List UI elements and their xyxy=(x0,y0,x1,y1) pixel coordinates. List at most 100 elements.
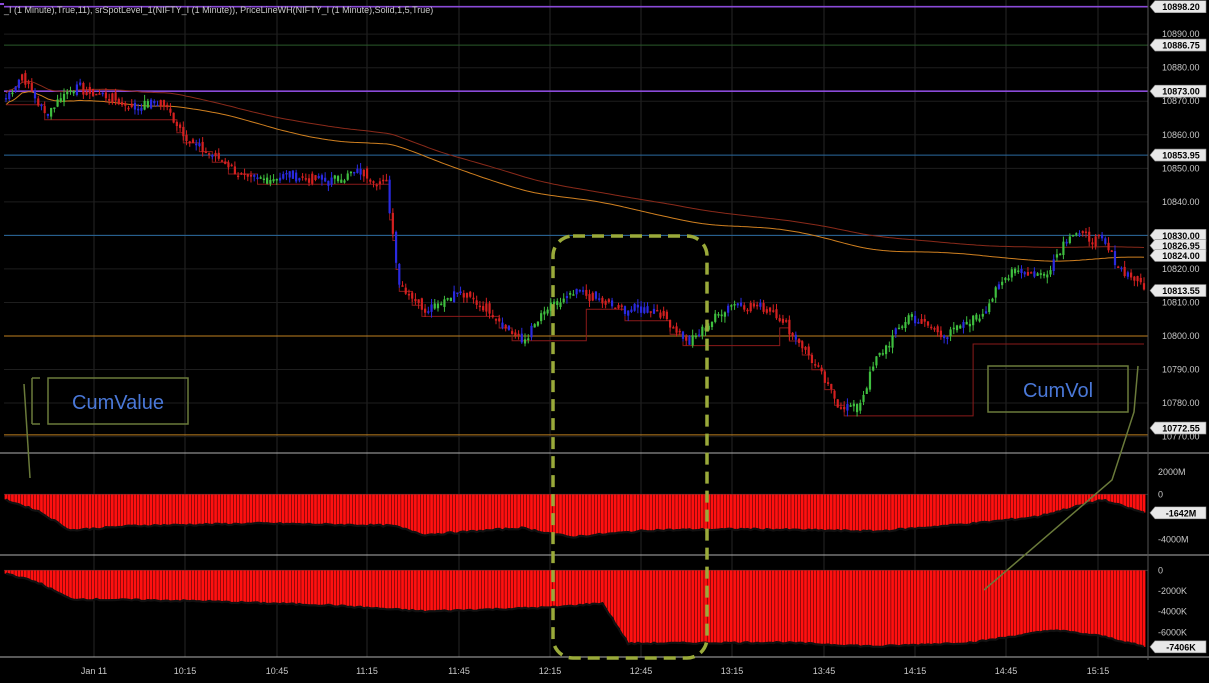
cumvol-bar xyxy=(784,570,788,644)
cumvalue-bar xyxy=(1123,494,1127,507)
cumvol-tick-label: 0 xyxy=(1158,565,1163,575)
candle-body xyxy=(1075,233,1078,235)
candle-body xyxy=(549,302,552,311)
cumvalue-bar xyxy=(968,494,972,525)
cumvalue-bar xyxy=(1062,494,1065,510)
cumvalue-bar xyxy=(468,494,472,532)
cumvalue-bar xyxy=(391,494,395,526)
candle-body xyxy=(778,318,781,322)
candle-body xyxy=(617,305,620,309)
candle-body xyxy=(356,168,359,173)
cumvol-bar xyxy=(352,570,356,608)
cumvalue-bar xyxy=(1081,494,1085,506)
cumvalue-bar xyxy=(36,494,40,511)
cumvol-bar xyxy=(243,570,246,603)
cumvol-bar xyxy=(81,570,85,600)
cumvol-bar xyxy=(720,570,724,644)
time-tick-label: 12:45 xyxy=(630,666,653,676)
candle-body xyxy=(1130,272,1133,278)
cumvol-bar xyxy=(404,570,408,610)
cumvalue-bar xyxy=(439,494,443,535)
cumvalue-bar xyxy=(152,494,156,526)
cumvalue-bar xyxy=(575,494,579,538)
cumvalue-bar xyxy=(333,494,337,526)
cumvalue-bar xyxy=(910,494,914,529)
cumvol-bar xyxy=(846,570,849,646)
cumvalue-bar xyxy=(997,494,1001,521)
cumvalue-bar xyxy=(542,494,546,534)
cumvol-bar xyxy=(62,570,66,596)
cumvol-bar xyxy=(700,570,704,643)
cumvalue-bar xyxy=(878,494,882,532)
candle-body xyxy=(440,303,443,306)
candle-body xyxy=(804,346,807,350)
price-axis[interactable]: 10770.00 10780.00 10790.00 10800.00 10810.00… xyxy=(1149,0,1207,654)
cumvalue-bar xyxy=(455,494,459,534)
cumvalue-bar xyxy=(301,494,304,525)
candle-body xyxy=(1139,277,1142,283)
cumvol-bar xyxy=(591,570,595,604)
cumvol-bar xyxy=(655,570,659,644)
cumvol-bar xyxy=(1126,570,1130,643)
cumvalue-bar xyxy=(175,494,179,525)
candle-body xyxy=(756,304,759,307)
candle-body xyxy=(988,303,991,313)
candle-body xyxy=(1081,231,1084,234)
cumvol-bar xyxy=(736,570,740,644)
candle-body xyxy=(698,334,701,337)
cumvalue-bar xyxy=(494,494,498,530)
price-badge-shape xyxy=(1149,249,1207,262)
candle-body xyxy=(788,319,791,335)
cumvol-bar xyxy=(1036,570,1040,633)
candle-body xyxy=(388,179,391,214)
moving-average-lines xyxy=(5,80,1145,262)
cumvol-bar xyxy=(104,570,108,601)
time-axis[interactable]: Jan 11 10:15 10:45 11:15 11:45 12:15 12:45 13:1… xyxy=(81,666,1109,676)
cumvalue-bar xyxy=(739,494,743,529)
cumvalue-bar xyxy=(1110,494,1114,503)
cumvalue-bar xyxy=(297,494,301,524)
cumvalue-bar xyxy=(81,494,85,530)
cumvol-bar xyxy=(620,570,624,635)
candle-body xyxy=(130,103,133,108)
candle-body xyxy=(926,321,930,326)
time-tick-label: 10:15 xyxy=(174,666,197,676)
cumvalue-bar xyxy=(233,494,237,524)
cumvalue-bar xyxy=(1055,494,1059,512)
candle-body xyxy=(881,353,884,355)
candle-body xyxy=(369,179,372,182)
cumvalue-bar xyxy=(23,494,27,508)
cumvalue-bar xyxy=(65,494,69,530)
cumvalue-bar xyxy=(581,494,585,537)
cumvol-bar xyxy=(355,570,359,608)
candle-body xyxy=(153,100,156,104)
cumvalue-bar xyxy=(549,494,553,534)
cumvol-bar xyxy=(755,570,759,643)
cumvalue-bar xyxy=(649,494,653,532)
cumvalue-bar xyxy=(304,494,308,525)
candle-body xyxy=(959,325,962,329)
cumvalue-bar xyxy=(588,494,591,537)
candle-body xyxy=(249,174,253,177)
cumvalue-bar xyxy=(636,494,640,532)
price-badge-text: 10853.95 xyxy=(1162,151,1200,161)
cumvol-bar xyxy=(210,570,214,602)
cumvol-bar xyxy=(146,570,150,601)
candle-body xyxy=(59,98,62,102)
cumvol-bar xyxy=(791,570,795,643)
cumvol-bar xyxy=(230,570,234,604)
cumvol-bar xyxy=(75,570,79,601)
cumvalue-bar xyxy=(227,494,230,526)
candle-body xyxy=(546,309,549,314)
candle-body xyxy=(1107,242,1110,251)
cumvol-bar xyxy=(1100,570,1104,637)
cumvol-bar xyxy=(742,570,746,643)
cumvol-bar xyxy=(198,570,201,602)
cumvalue-bar xyxy=(597,494,601,534)
candle-body xyxy=(607,299,610,302)
candle-body xyxy=(962,322,965,328)
cumvalue-bar xyxy=(1139,494,1143,512)
cumvol-bar xyxy=(865,570,869,647)
cumvol-bar xyxy=(733,570,736,643)
cumvol-bar xyxy=(252,570,256,603)
